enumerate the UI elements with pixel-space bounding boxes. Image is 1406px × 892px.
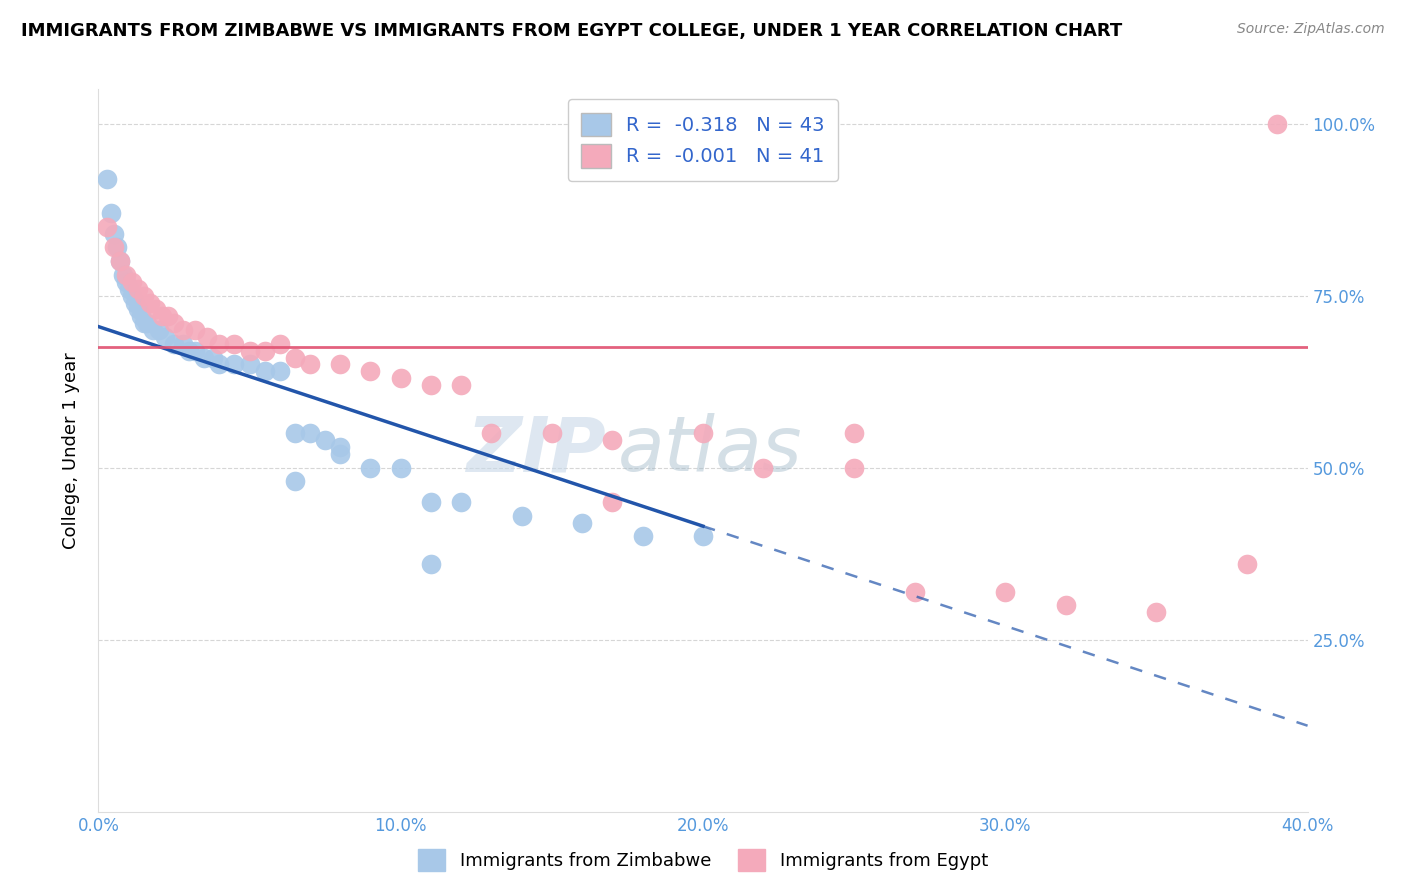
Point <box>127 282 149 296</box>
Point <box>195 330 218 344</box>
Point <box>631 529 654 543</box>
Point <box>114 268 136 282</box>
Point <box>329 447 352 461</box>
Point <box>96 219 118 234</box>
Point <box>844 426 866 441</box>
Legend: Immigrants from Zimbabwe, Immigrants from Egypt: Immigrants from Zimbabwe, Immigrants fro… <box>411 842 995 879</box>
Point <box>121 288 143 302</box>
Text: atlas: atlas <box>619 414 803 487</box>
Point <box>571 516 593 530</box>
Point <box>179 343 201 358</box>
Point <box>142 323 165 337</box>
Point <box>284 426 307 441</box>
Point <box>163 336 186 351</box>
Point <box>118 282 141 296</box>
Point <box>224 358 246 372</box>
Point <box>121 275 143 289</box>
Point <box>360 460 382 475</box>
Point <box>105 240 128 254</box>
Point <box>111 268 134 282</box>
Point <box>269 364 291 378</box>
Point <box>1236 557 1258 571</box>
Point <box>127 302 149 317</box>
Point <box>450 378 472 392</box>
Point <box>1144 605 1167 619</box>
Point <box>208 336 231 351</box>
Point <box>314 433 336 447</box>
Point <box>481 426 503 441</box>
Point <box>269 336 291 351</box>
Point <box>329 440 352 454</box>
Text: Source: ZipAtlas.com: Source: ZipAtlas.com <box>1237 22 1385 37</box>
Point <box>100 206 122 220</box>
Point <box>172 336 194 351</box>
Point <box>224 336 246 351</box>
Point <box>108 254 131 268</box>
Point <box>103 240 125 254</box>
Point <box>139 295 162 310</box>
Point <box>148 323 170 337</box>
Point <box>114 275 136 289</box>
Point <box>420 495 443 509</box>
Point <box>420 557 443 571</box>
Point <box>145 302 167 317</box>
Point <box>844 460 866 475</box>
Point <box>994 584 1017 599</box>
Point <box>103 227 125 241</box>
Point <box>163 316 186 330</box>
Point <box>284 351 307 365</box>
Point <box>184 323 207 337</box>
Point <box>132 288 155 302</box>
Point <box>202 351 225 365</box>
Point <box>150 310 173 324</box>
Point <box>253 343 276 358</box>
Point <box>692 426 714 441</box>
Point <box>904 584 927 599</box>
Point <box>153 330 176 344</box>
Y-axis label: College, Under 1 year: College, Under 1 year <box>62 352 80 549</box>
Point <box>329 358 352 372</box>
Point <box>193 351 215 365</box>
Point <box>389 371 412 385</box>
Point <box>299 358 322 372</box>
Point <box>208 358 231 372</box>
Point <box>602 495 624 509</box>
Point <box>284 475 307 489</box>
Point <box>239 358 262 372</box>
Point <box>135 316 157 330</box>
Point <box>692 529 714 543</box>
Point <box>450 495 472 509</box>
Text: IMMIGRANTS FROM ZIMBABWE VS IMMIGRANTS FROM EGYPT COLLEGE, UNDER 1 YEAR CORRELAT: IMMIGRANTS FROM ZIMBABWE VS IMMIGRANTS F… <box>21 22 1122 40</box>
Point <box>156 310 179 324</box>
Point <box>108 254 131 268</box>
Point <box>172 323 194 337</box>
Point <box>124 295 146 310</box>
Point <box>1267 117 1289 131</box>
Legend: R =  -0.318   N = 43, R =  -0.001   N = 41: R = -0.318 N = 43, R = -0.001 N = 41 <box>568 99 838 181</box>
Point <box>510 508 533 523</box>
Point <box>184 343 207 358</box>
Point <box>129 310 152 324</box>
Point <box>132 316 155 330</box>
Point <box>540 426 562 441</box>
Point <box>299 426 322 441</box>
Point <box>239 343 262 358</box>
Point <box>389 460 412 475</box>
Point <box>602 433 624 447</box>
Point <box>253 364 276 378</box>
Point <box>420 378 443 392</box>
Point <box>96 171 118 186</box>
Point <box>752 460 775 475</box>
Text: ZIP: ZIP <box>467 414 606 487</box>
Point <box>1054 599 1077 613</box>
Point <box>360 364 382 378</box>
